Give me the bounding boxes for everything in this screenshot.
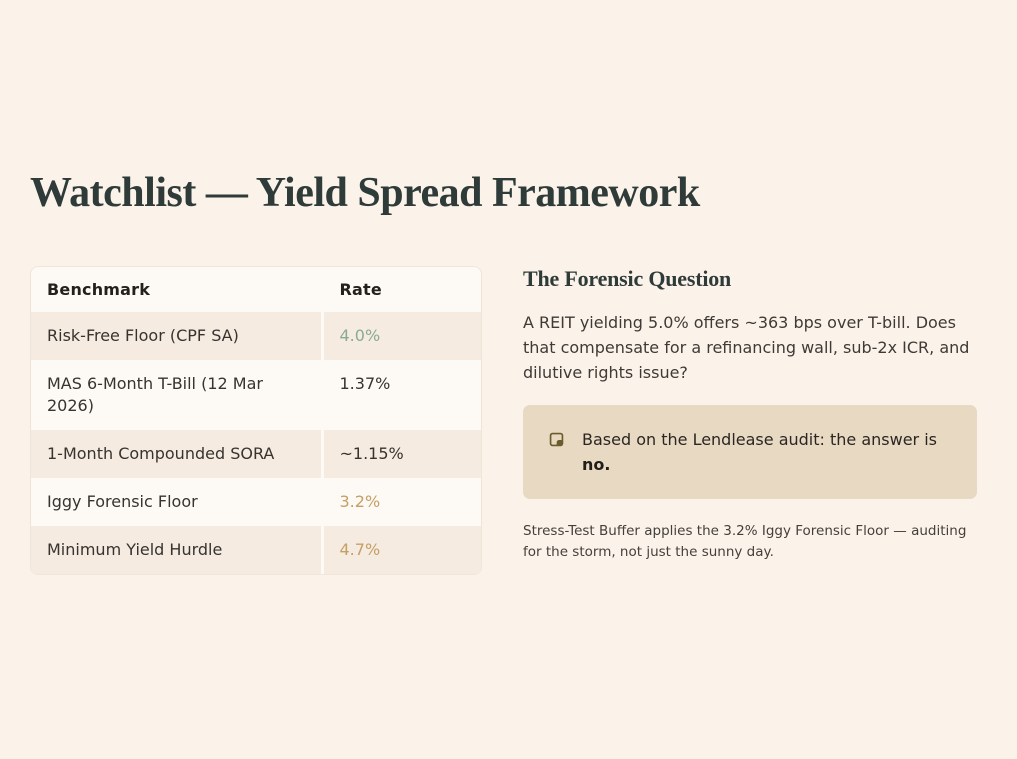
forensic-question-section: The Forensic Question A REIT yielding 5.… <box>523 266 977 563</box>
table-row: MAS 6-Month T-Bill (12 Mar 2026) 1.37% <box>31 360 481 431</box>
benchmark-table: Benchmark Rate Risk-Free Floor (CPF SA) … <box>31 267 481 575</box>
table-row: Iggy Forensic Floor 3.2% <box>31 478 481 527</box>
callout-text-main: Based on the Lendlease audit: the answer… <box>582 430 937 450</box>
table-row: 1-Month Compounded SORA ~1.15% <box>31 430 481 479</box>
section-heading: The Forensic Question <box>523 266 732 292</box>
benchmark-cell: Minimum Yield Hurdle <box>31 526 322 575</box>
table-header-row: Benchmark Rate <box>31 267 481 313</box>
note-icon <box>547 430 566 449</box>
rate-cell: ~1.15% <box>320 430 481 479</box>
rate-cell: 4.7% <box>320 526 481 575</box>
content-columns: Benchmark Rate Risk-Free Floor (CPF SA) … <box>30 266 977 576</box>
question-paragraph: A REIT yielding 5.0% offers ~363 bps ove… <box>523 313 970 383</box>
benchmark-cell: MAS 6-Month T-Bill (12 Mar 2026) <box>47 374 263 416</box>
stress-test-footnote: Stress-Test Buffer applies the 3.2% Iggy… <box>523 523 967 561</box>
rate-cell: 3.2% <box>320 478 481 527</box>
rate-cell: 4.0% <box>320 312 481 361</box>
table-row: Minimum Yield Hurdle 4.7% <box>31 526 481 575</box>
column-header-benchmark: Benchmark <box>47 280 151 300</box>
callout-text: Based on the Lendlease audit: the answer… <box>582 427 953 477</box>
benchmark-cell: 1-Month Compounded SORA <box>31 430 322 479</box>
answer-callout: Based on the Lendlease audit: the answer… <box>523 405 977 500</box>
column-header-rate: Rate <box>320 267 481 313</box>
rate-cell: 1.37% <box>320 360 481 431</box>
benchmark-cell: Iggy Forensic Floor <box>47 492 198 512</box>
table-row: Risk-Free Floor (CPF SA) 4.0% <box>31 312 481 361</box>
callout-text-emphasis: no. <box>582 455 611 475</box>
benchmark-cell: Risk-Free Floor (CPF SA) <box>31 312 322 361</box>
page-title: Watchlist — Yield Spread Framework <box>30 170 700 216</box>
benchmark-table-card: Benchmark Rate Risk-Free Floor (CPF SA) … <box>30 266 482 576</box>
